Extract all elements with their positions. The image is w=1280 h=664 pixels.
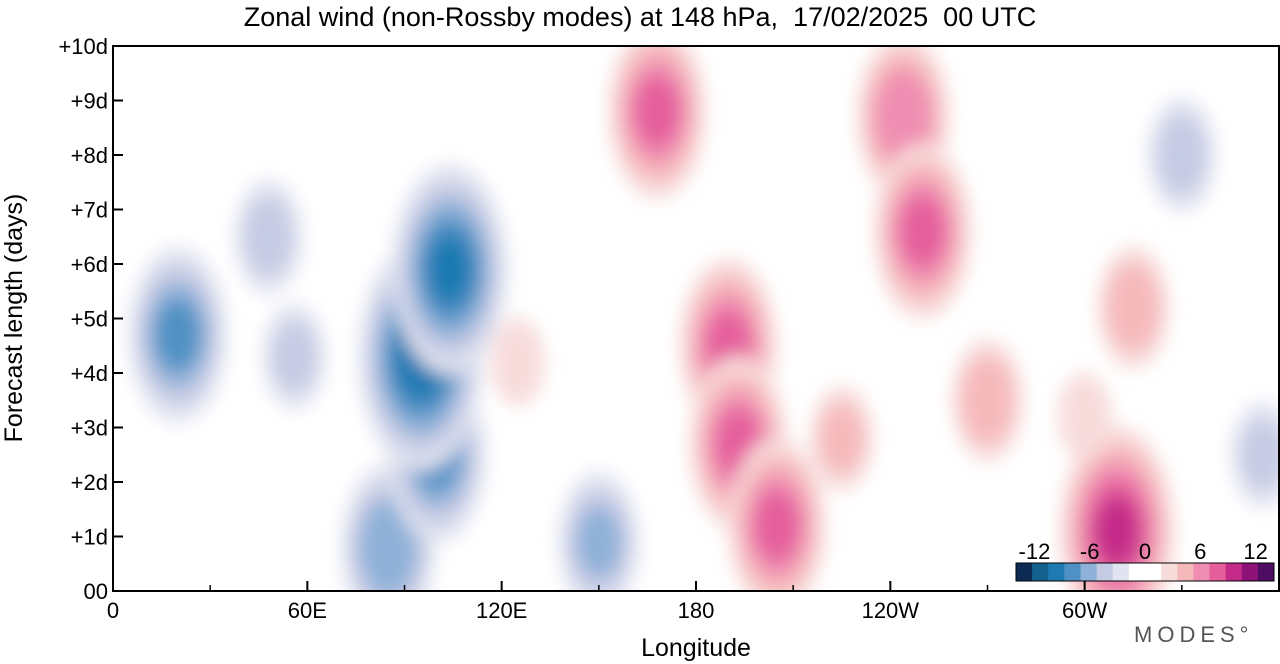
colorbar-swatch-13 bbox=[1225, 563, 1243, 581]
colorbar-swatch-15 bbox=[1257, 563, 1275, 581]
colorbar-swatch-5 bbox=[1096, 563, 1114, 581]
colorbar-swatch-8 bbox=[1145, 563, 1162, 581]
field-feature-21-level-1 bbox=[960, 356, 1015, 445]
y-tick-label-0: 00 bbox=[84, 579, 108, 604]
y-tick-label-1: +1d bbox=[71, 525, 108, 550]
colorbar-swatch-0 bbox=[1016, 563, 1033, 581]
field-feature-12-level-4 bbox=[1094, 495, 1140, 567]
colorbar-swatch-6 bbox=[1112, 563, 1130, 581]
y-tick-label-9: +9d bbox=[71, 89, 108, 114]
x-tick-label-5: 60W bbox=[1062, 598, 1107, 623]
field-feature-4-level-3 bbox=[155, 299, 201, 371]
field-feature-10-level-2 bbox=[874, 68, 933, 166]
x-tick-label-3: 180 bbox=[678, 598, 715, 623]
y-tick-label-5: +5d bbox=[71, 307, 108, 332]
x-tick-label-4: 120W bbox=[862, 598, 920, 623]
x-axis: 0 60E 120E 180 120W 60W bbox=[107, 581, 1183, 623]
colorbar-swatch-10 bbox=[1177, 563, 1194, 581]
field-feature-0-level-2 bbox=[359, 498, 418, 591]
y-tick-label-7: +7d bbox=[71, 198, 108, 223]
y-tick-label-3: +3d bbox=[71, 416, 108, 441]
field-feature-9-level-3 bbox=[754, 490, 800, 562]
colorbar-label-3: 6 bbox=[1194, 539, 1206, 564]
wind-field bbox=[129, 46, 1279, 591]
field-feature-13-level-1 bbox=[1106, 263, 1161, 352]
x-tick-label-0: 0 bbox=[107, 598, 119, 623]
y-axis-label: Forecast length (days) bbox=[0, 194, 28, 443]
colorbar-swatch-11 bbox=[1193, 563, 1210, 581]
x-tick-label-2: 120E bbox=[476, 598, 527, 623]
colorbar-label-4: 12 bbox=[1243, 539, 1267, 564]
field-feature-6-level-3 bbox=[634, 75, 680, 147]
colorbar-label-0: -12 bbox=[1019, 539, 1051, 564]
field-feature-20-level-1 bbox=[1157, 115, 1207, 195]
colorbar-swatch-12 bbox=[1209, 563, 1227, 581]
colorbar-label-1: -6 bbox=[1080, 539, 1100, 564]
y-tick-label-4: +4d bbox=[71, 361, 108, 386]
y-tick-label-6: +6d bbox=[71, 252, 108, 277]
colorbar-swatch-9 bbox=[1161, 563, 1178, 581]
field-feature-14-level-0 bbox=[490, 317, 545, 407]
y-tick-label-10: +10d bbox=[58, 34, 108, 59]
x-axis-label: Longitude bbox=[641, 634, 751, 662]
y-axis: 00 +1d +2d +3d +4d +5d +6d +7d +8d +9d +10d bbox=[58, 34, 123, 604]
colorbar: -12 -6 0 6 12 bbox=[1015, 539, 1275, 582]
field-feature-19-level-1 bbox=[243, 196, 294, 277]
field-feature-15-level-1 bbox=[271, 321, 318, 393]
colorbar-swatch-1 bbox=[1032, 563, 1049, 581]
colorbar-label-2: 0 bbox=[1139, 539, 1151, 564]
y-tick-label-8: +8d bbox=[71, 143, 108, 168]
colorbar-swatch-2 bbox=[1048, 563, 1065, 581]
colorbar-frame bbox=[1015, 562, 1275, 582]
field-feature-17-level-0 bbox=[1057, 372, 1112, 461]
field-feature-3-level-4 bbox=[427, 233, 473, 305]
field-feature-5-level-2 bbox=[576, 506, 622, 578]
field-feature-18-level-1 bbox=[1240, 419, 1279, 491]
chart-title: Zonal wind (non-Rossby modes) at 148 hPa… bbox=[243, 2, 1037, 32]
y-tick-label-2: +2d bbox=[71, 470, 108, 495]
brand-logo: MODES° bbox=[1134, 622, 1254, 647]
colorbar-swatch-14 bbox=[1241, 563, 1259, 581]
colorbar-swatch-3 bbox=[1064, 563, 1081, 581]
field-feature-11-level-3 bbox=[900, 195, 946, 267]
colorbar-swatch-7 bbox=[1128, 563, 1146, 581]
x-tick-label-1: 60E bbox=[288, 598, 327, 623]
field-feature-16-level-1 bbox=[819, 402, 865, 474]
colorbar-swatch-4 bbox=[1080, 563, 1098, 581]
